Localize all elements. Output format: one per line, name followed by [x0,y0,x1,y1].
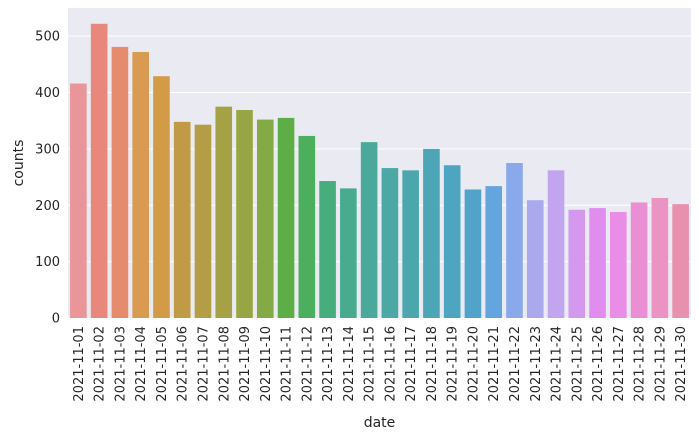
bar-2021-11-30 [672,204,689,318]
x-tick-label: 2021-11-27 [612,326,627,402]
bar-2021-11-05 [153,76,170,318]
x-tick-label: 2021-11-22 [508,326,523,402]
bar-2021-11-03 [111,46,129,319]
bar-2021-11-23 [526,200,544,318]
bar-2021-11-28 [630,202,648,318]
bar-2021-11-01 [70,83,87,318]
bar-2021-11-29 [651,197,669,318]
bar-2021-11-12 [298,135,316,318]
bar-2021-11-14 [340,188,357,318]
bar-2021-11-08 [215,106,233,319]
x-tick-label: 2021-11-03 [113,326,128,402]
x-tick-label: 2021-11-14 [342,326,357,402]
bar-2021-11-10 [256,119,274,318]
x-tick-label: 2021-11-28 [633,326,648,402]
x-tick-label: 2021-11-19 [446,326,461,402]
bar-2021-11-04 [132,51,149,319]
x-tick-label: 2021-11-21 [487,326,502,402]
bar-2021-11-09 [236,110,253,318]
x-tick-label: 2021-11-26 [591,326,606,402]
x-tick-label: 2021-11-16 [383,326,398,402]
x-tick-label: 2021-11-11 [280,326,295,402]
x-tick-label: 2021-11-23 [529,326,544,402]
y-tick-label: 100 [35,255,60,270]
bar-2021-11-24 [547,170,565,318]
x-tick-label: 2021-11-01 [72,326,87,402]
bar-2021-11-21 [485,186,503,318]
x-tick-label: 2021-11-09 [238,326,253,402]
bar-2021-11-19 [443,165,461,318]
x-axis-label: date [364,415,396,431]
plot-background [68,8,691,318]
y-axis-ticks: 0 100 200 300 400 500 [35,30,60,327]
grid-lines [68,35,691,319]
bar-2021-11-15 [360,142,378,318]
x-tick-label: 2021-11-05 [155,326,170,402]
bar-2021-11-16 [381,168,399,318]
bar-2021-11-26 [589,208,606,318]
bar-2021-11-07 [194,124,212,318]
bar-2021-11-02 [90,23,108,318]
y-tick-label: 500 [35,30,60,45]
x-tick-label: 2021-11-02 [93,326,108,402]
x-tick-label: 2021-11-07 [196,326,211,402]
bar-2021-11-18 [423,148,440,318]
x-tick-label: 2021-11-08 [217,326,232,402]
x-tick-label: 2021-11-24 [550,326,565,402]
x-tick-label: 2021-11-12 [300,326,315,402]
x-tick-label: 2021-11-04 [134,326,149,402]
x-tick-label: 2021-11-29 [653,326,668,402]
x-tick-label: 2021-11-30 [674,326,689,402]
y-axis-label: counts [11,140,27,187]
bar-2021-11-11 [277,117,295,318]
x-tick-label: 2021-11-17 [404,326,419,402]
y-tick-label: 200 [35,199,60,214]
bars [70,23,689,319]
bar-2021-11-22 [506,163,523,318]
y-tick-label: 0 [52,312,60,327]
x-tick-label: 2021-11-25 [570,326,585,402]
bar-2021-11-13 [319,181,336,318]
x-tick-label: 2021-11-06 [176,326,191,402]
x-tick-label: 2021-11-15 [363,326,378,402]
x-axis-ticks: 2021-11-01 2021-11-02 2021-11-03 2021-11-04… [72,326,689,402]
bar-2021-11-27 [610,212,627,318]
bar-2021-11-06 [173,121,191,318]
bar-2021-11-20 [464,189,482,318]
y-tick-label: 400 [35,86,60,101]
x-tick-label: 2021-11-13 [321,326,336,402]
y-tick-label: 300 [35,142,60,157]
x-tick-label: 2021-11-18 [425,326,440,402]
x-tick-label: 2021-11-10 [259,326,274,402]
bar-2021-11-17 [402,170,419,318]
x-tick-label: 2021-11-20 [466,326,481,402]
bar-2021-11-25 [568,209,586,318]
